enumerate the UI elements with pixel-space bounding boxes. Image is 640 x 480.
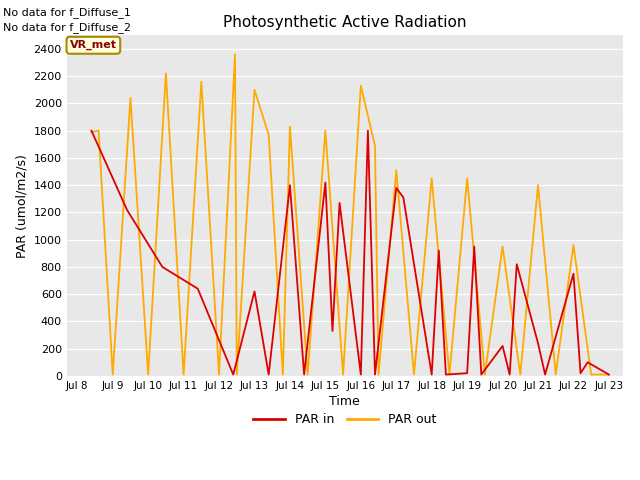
- Text: No data for f_Diffuse_2: No data for f_Diffuse_2: [3, 22, 131, 33]
- Legend: PAR in, PAR out: PAR in, PAR out: [248, 408, 441, 431]
- X-axis label: Time: Time: [330, 395, 360, 408]
- Text: No data for f_Diffuse_1: No data for f_Diffuse_1: [3, 7, 131, 18]
- Title: Photosynthetic Active Radiation: Photosynthetic Active Radiation: [223, 15, 467, 30]
- Text: VR_met: VR_met: [70, 40, 117, 50]
- Y-axis label: PAR (umol/m2/s): PAR (umol/m2/s): [15, 154, 28, 258]
